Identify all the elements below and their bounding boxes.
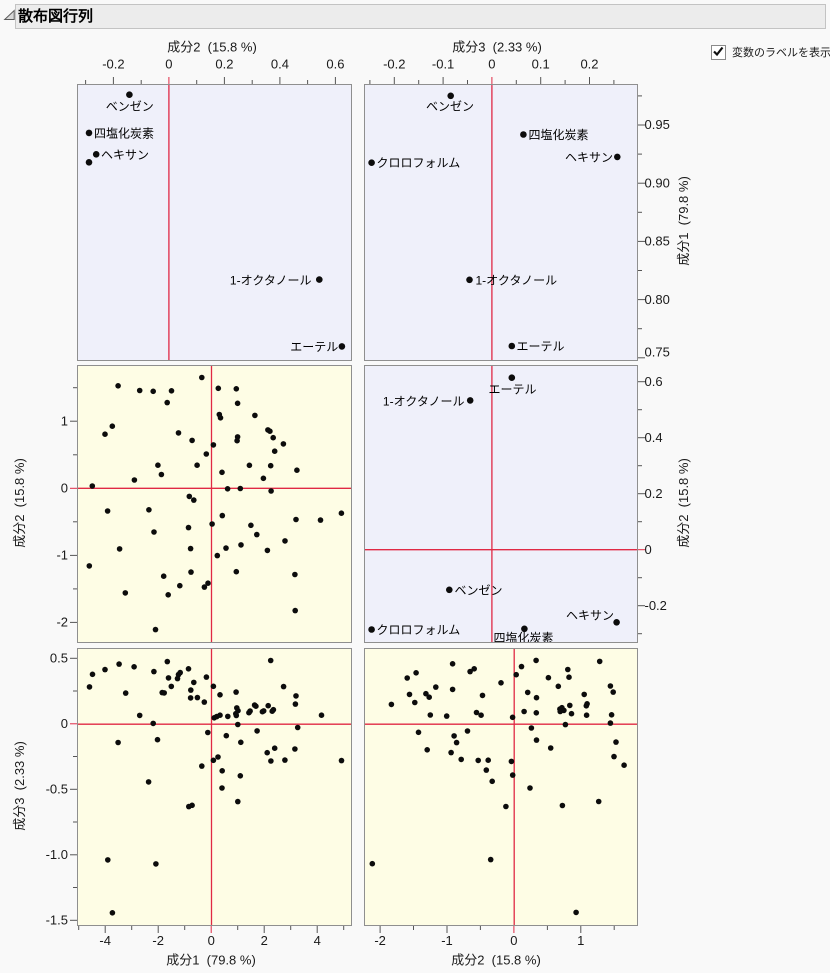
svg-text:-2: -2 — [152, 933, 164, 948]
svg-text:-1.5: -1.5 — [46, 913, 68, 928]
svg-text:0.90: 0.90 — [645, 175, 670, 190]
svg-text:0: 0 — [208, 933, 215, 948]
svg-text:0.80: 0.80 — [645, 292, 670, 307]
svg-text:0.4: 0.4 — [271, 57, 289, 72]
svg-text:4: 4 — [314, 933, 321, 948]
svg-text:-0.2: -0.2 — [102, 57, 124, 72]
svg-text:成分2 (15.8 %): 成分2 (15.8 %) — [12, 458, 27, 548]
svg-text:0.2: 0.2 — [580, 57, 598, 72]
svg-text:0.6: 0.6 — [326, 57, 344, 72]
svg-text:エーテル: エーテル — [517, 340, 565, 354]
svg-text:1: 1 — [61, 413, 68, 428]
svg-text:1-オクタノール: 1-オクタノール — [476, 274, 558, 288]
svg-text:0.85: 0.85 — [645, 234, 670, 249]
svg-text:ベンゼン: ベンゼン — [455, 584, 503, 598]
svg-text:0: 0 — [510, 933, 517, 948]
svg-text:-0.2: -0.2 — [645, 598, 667, 613]
svg-text:0.2: 0.2 — [215, 57, 233, 72]
svg-text:成分3 (2.33 %): 成分3 (2.33 %) — [12, 741, 27, 831]
svg-text:0: 0 — [61, 716, 68, 731]
svg-text:ベンゼン: ベンゼン — [106, 100, 154, 114]
svg-text:エーテル: エーテル — [290, 340, 338, 354]
svg-text:1-オクタノール: 1-オクタノール — [230, 274, 312, 288]
svg-text:0.4: 0.4 — [645, 430, 663, 445]
svg-text:0: 0 — [165, 57, 172, 72]
svg-text:四塩化炭素: 四塩化炭素 — [529, 127, 589, 142]
svg-text:0.95: 0.95 — [645, 117, 670, 132]
svg-text:クロロフォルム: クロロフォルム — [377, 623, 461, 637]
svg-text:0.5: 0.5 — [50, 651, 68, 666]
svg-text:1-オクタノール: 1-オクタノール — [383, 394, 465, 408]
svg-text:成分2 (15.8 %): 成分2 (15.8 %) — [167, 40, 257, 55]
svg-text:0: 0 — [488, 57, 495, 72]
svg-text:ベンゼン: ベンゼン — [426, 100, 474, 114]
svg-text:0: 0 — [61, 481, 68, 496]
svg-text:クロロフォルム: クロロフォルム — [377, 156, 461, 170]
svg-text:0: 0 — [645, 542, 652, 557]
svg-text:-0.5: -0.5 — [46, 782, 68, 797]
svg-text:成分1 (79.8 %): 成分1 (79.8 %) — [166, 953, 256, 968]
svg-text:-2: -2 — [374, 933, 386, 948]
svg-text:成分2 (15.8 %): 成分2 (15.8 %) — [451, 953, 541, 968]
svg-text:成分1 (79.8 %): 成分1 (79.8 %) — [676, 176, 691, 266]
svg-text:成分3 (2.33 %): 成分3 (2.33 %) — [452, 40, 542, 55]
svg-text:-0.2: -0.2 — [383, 57, 405, 72]
svg-text:ヘキサン: ヘキサン — [565, 151, 613, 165]
svg-text:ヘキサン: ヘキサン — [101, 148, 149, 162]
svg-text:0.75: 0.75 — [645, 345, 670, 360]
svg-text:2: 2 — [261, 933, 268, 948]
svg-text:成分2 (15.8 %): 成分2 (15.8 %) — [676, 458, 691, 548]
svg-text:ヘキサン: ヘキサン — [566, 609, 614, 623]
svg-text:-0.1: -0.1 — [432, 57, 454, 72]
svg-text:-1: -1 — [441, 933, 453, 948]
svg-text:四塩化炭素: 四塩化炭素 — [94, 126, 154, 141]
svg-text:-1.0: -1.0 — [46, 847, 68, 862]
svg-text:0.1: 0.1 — [532, 57, 550, 72]
svg-text:-1: -1 — [56, 548, 68, 563]
svg-text:0.2: 0.2 — [645, 486, 663, 501]
svg-text:エーテル: エーテル — [488, 383, 536, 397]
svg-text:-2: -2 — [56, 615, 68, 630]
svg-text:-4: -4 — [99, 933, 111, 948]
svg-text:四塩化炭素: 四塩化炭素 — [493, 630, 553, 645]
svg-text:0.6: 0.6 — [645, 374, 663, 389]
svg-text:1: 1 — [577, 933, 584, 948]
